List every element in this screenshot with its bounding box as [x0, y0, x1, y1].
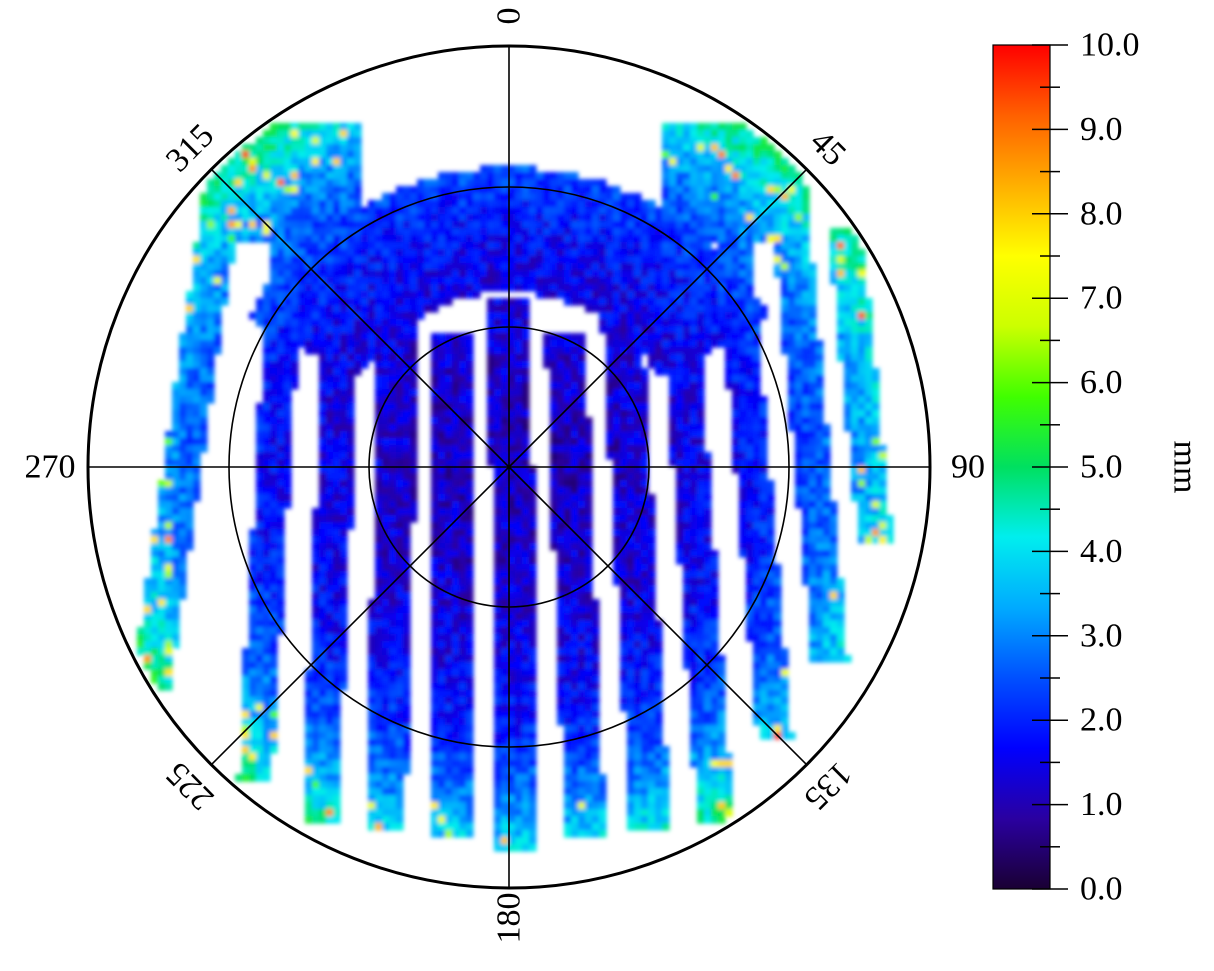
angle-label-270: 270: [25, 449, 76, 486]
angle-label-45: 45: [803, 123, 853, 173]
colorbar-tick-label: 2.0: [1080, 702, 1123, 739]
colorbar-tick-label: 10.0: [1080, 27, 1140, 64]
angle-label-0: 0: [491, 8, 528, 25]
colorbar-tick-label: 9.0: [1080, 111, 1123, 148]
colorbar-title: mm: [1167, 441, 1204, 494]
angle-label-90: 90: [951, 449, 985, 486]
colorbar-tick-label: 4.0: [1080, 533, 1123, 570]
colorbar-tick-label: 7.0: [1080, 280, 1123, 317]
colorbar-tick-label: 0.0: [1080, 871, 1123, 908]
heatmap-layer: [137, 123, 894, 852]
polar-grid: [88, 46, 930, 888]
colorbar-tick-label: 1.0: [1080, 786, 1123, 823]
colorbar-tick-label: 8.0: [1080, 195, 1123, 232]
colorbar: 0.0 1.0 2.0 3.0 4.0 5.0 6.0 7.0 8.0 9.0 10.0 mm: [993, 27, 1204, 908]
angle-label-180: 180: [491, 893, 528, 944]
colorbar-tick-label: 5.0: [1080, 449, 1123, 486]
colorbar-tick-label: 3.0: [1080, 617, 1123, 654]
colorbar-tick-label: 6.0: [1080, 364, 1123, 401]
